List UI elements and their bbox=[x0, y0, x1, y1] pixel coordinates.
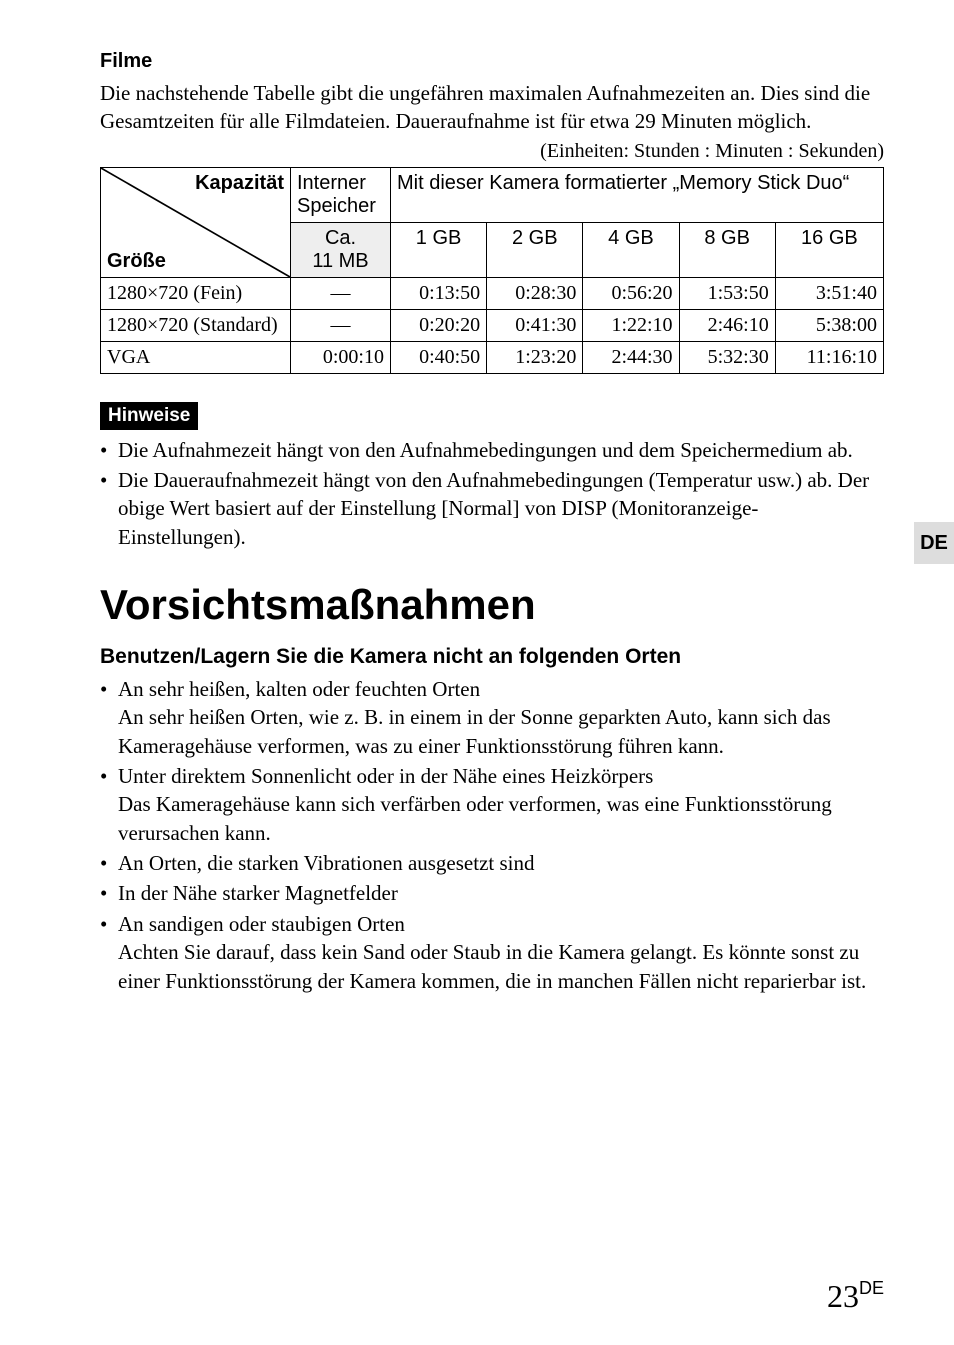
internal-sub-header: Ca. 11 MB bbox=[291, 222, 391, 277]
cell: 11:16:10 bbox=[775, 341, 883, 373]
cell: 2:46:10 bbox=[679, 309, 775, 341]
vorsicht-list: An sehr heißen, kalten oder feuchten Ort… bbox=[100, 675, 884, 995]
hinweise-list: Die Aufnahmezeit hängt von den Aufnahmeb… bbox=[100, 436, 884, 551]
cell: 1:23:20 bbox=[487, 341, 583, 373]
diagonal-header-cell: Kapazität Größe bbox=[101, 167, 291, 277]
cell: 5:38:00 bbox=[775, 309, 883, 341]
cell-internal: 0:00:10 bbox=[291, 341, 391, 373]
page-number-suffix: DE bbox=[859, 1278, 884, 1298]
page-container: Filme Die nachstehende Tabelle gibt die … bbox=[0, 0, 954, 1345]
cell: 0:20:20 bbox=[391, 309, 487, 341]
list-item: Die Daueraufnahmezeit hängt von den Aufn… bbox=[100, 466, 884, 551]
table-row: 1280×720 (Fein) — 0:13:50 0:28:30 0:56:2… bbox=[101, 277, 884, 309]
record-time-table: Kapazität Größe Interner Speicher Mit di… bbox=[100, 167, 884, 374]
filme-intro: Die nachstehende Tabelle gibt die ungefä… bbox=[100, 79, 884, 136]
cell: 5:32:30 bbox=[679, 341, 775, 373]
units-line: (Einheiten: Stunden : Minuten : Sekunden… bbox=[100, 140, 884, 163]
cell: 0:56:20 bbox=[583, 277, 679, 309]
page-number: 23DE bbox=[827, 1278, 884, 1315]
cell-internal: — bbox=[291, 309, 391, 341]
filme-title: Filme bbox=[100, 50, 884, 73]
col-1gb: 1 GB bbox=[391, 222, 487, 277]
hinweise-label: Hinweise bbox=[100, 402, 198, 430]
vorsicht-heading: Vorsichtsmaßnahmen bbox=[100, 581, 884, 629]
cell: 0:28:30 bbox=[487, 277, 583, 309]
cell: 0:41:30 bbox=[487, 309, 583, 341]
list-item: Die Aufnahmezeit hängt von den Aufnahmeb… bbox=[100, 436, 884, 464]
page-number-value: 23 bbox=[827, 1278, 859, 1314]
col-2gb: 2 GB bbox=[487, 222, 583, 277]
cell: 1:53:50 bbox=[679, 277, 775, 309]
cell: 0:13:50 bbox=[391, 277, 487, 309]
cell-internal: — bbox=[291, 277, 391, 309]
cell: 0:40:50 bbox=[391, 341, 487, 373]
row-label: 1280×720 (Fein) bbox=[101, 277, 291, 309]
col-8gb: 8 GB bbox=[679, 222, 775, 277]
cell: 3:51:40 bbox=[775, 277, 883, 309]
table-header-row-1: Kapazität Größe Interner Speicher Mit di… bbox=[101, 167, 884, 222]
diag-groesse-label: Größe bbox=[107, 250, 166, 273]
language-tab: DE bbox=[914, 522, 954, 564]
row-label: 1280×720 (Standard) bbox=[101, 309, 291, 341]
internal-header: Interner Speicher bbox=[291, 167, 391, 222]
list-item: An sehr heißen, kalten oder feuchten Ort… bbox=[100, 675, 884, 760]
cell: 1:22:10 bbox=[583, 309, 679, 341]
list-item: In der Nähe starker Magnetfelder bbox=[100, 879, 884, 907]
col-16gb: 16 GB bbox=[775, 222, 883, 277]
vorsicht-subheading: Benutzen/Lagern Sie die Kamera nicht an … bbox=[100, 645, 884, 669]
cell: 2:44:30 bbox=[583, 341, 679, 373]
memory-stick-header: Mit dieser Kamera formatierter „Memory S… bbox=[391, 167, 884, 222]
row-label: VGA bbox=[101, 341, 291, 373]
table-row: VGA 0:00:10 0:40:50 1:23:20 2:44:30 5:32… bbox=[101, 341, 884, 373]
list-item: An sandigen oder staubigen Orten Achten … bbox=[100, 910, 884, 995]
diag-kapazitat-label: Kapazität bbox=[195, 172, 284, 195]
table-row: 1280×720 (Standard) — 0:20:20 0:41:30 1:… bbox=[101, 309, 884, 341]
list-item: An Orten, die starken Vibrationen ausges… bbox=[100, 849, 884, 877]
list-item: Unter direktem Sonnenlicht oder in der N… bbox=[100, 762, 884, 847]
col-4gb: 4 GB bbox=[583, 222, 679, 277]
